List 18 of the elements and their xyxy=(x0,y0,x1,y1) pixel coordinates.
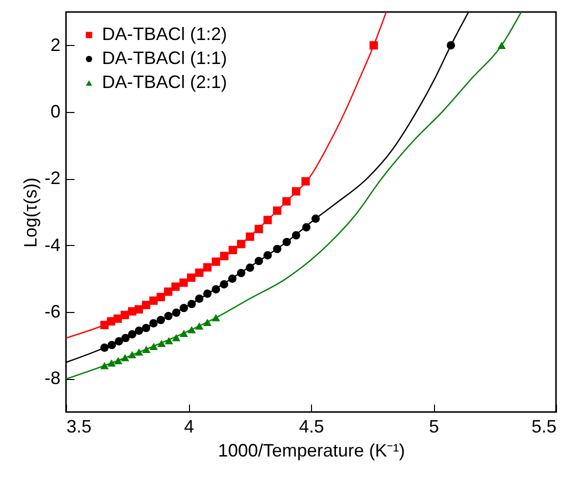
y-tick-label: -4 xyxy=(44,234,60,255)
y-tick-label: -8 xyxy=(44,368,60,388)
x-tick-label: 4.5 xyxy=(298,416,324,436)
y-tick-label: 0 xyxy=(50,102,60,122)
legend-label: DA-TBACl (1:1) xyxy=(102,48,228,68)
y-tick-label: -6 xyxy=(44,302,60,322)
x-axis-title: 1000/Temperature (K⁻¹) xyxy=(218,440,406,460)
x-tick-label: 5 xyxy=(428,416,440,436)
line-series xyxy=(66,12,387,339)
line-series xyxy=(66,12,522,380)
x-tick-label: 5.5 xyxy=(531,416,556,436)
y-tick-label: -2 xyxy=(44,168,60,188)
x-tick-label: 3.5 xyxy=(66,416,92,436)
legend-label: DA-TBACl (2:1) xyxy=(102,72,228,92)
x-tick-label: 4 xyxy=(184,416,194,436)
y-tick-label: 2 xyxy=(50,34,60,55)
legend-label: DA-TBACl (1:2) xyxy=(102,24,228,44)
y-axis-title: Log(τ(s)) xyxy=(20,177,40,248)
